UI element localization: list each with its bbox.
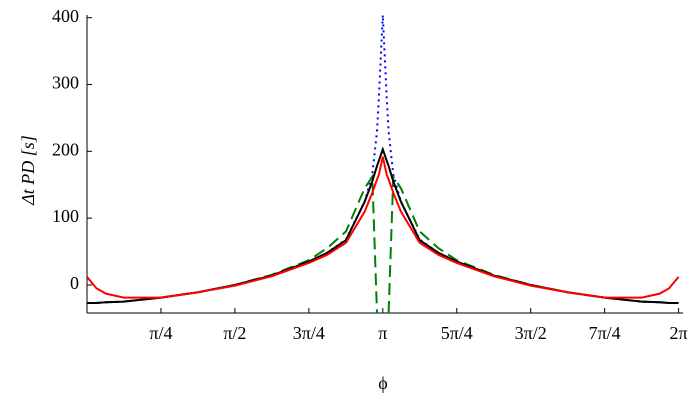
x-tick-label: 3π/2	[515, 323, 547, 343]
y-tick-label: 400	[52, 6, 79, 26]
x-tick-label: 2π	[670, 323, 688, 343]
y-axis-label: Δt PD [s]	[18, 135, 38, 206]
y-tick-label: 300	[52, 73, 79, 93]
series-line	[87, 146, 679, 304]
x-tick-label: π	[378, 323, 387, 343]
y-tick-label: 0	[70, 273, 79, 293]
x-tick-label: 7π/4	[589, 323, 621, 343]
series-line	[87, 173, 679, 313]
x-axis-label: ϕ	[378, 373, 387, 393]
y-tick-label: 100	[52, 206, 79, 226]
x-tick-label: π/2	[223, 323, 246, 343]
series-line	[87, 156, 680, 299]
x-tick-label: 5π/4	[441, 323, 473, 343]
x-tick-label: π/4	[149, 323, 172, 343]
y-tick-label: 200	[52, 139, 79, 159]
x-tick-label: 3π/4	[293, 323, 325, 343]
